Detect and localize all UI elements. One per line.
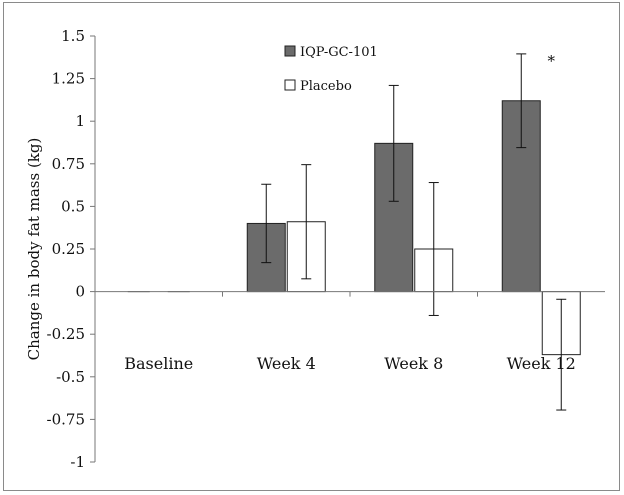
x-category-label: Baseline bbox=[124, 354, 193, 373]
y-tick-label: 1 bbox=[75, 112, 85, 130]
legend-swatch-placebo bbox=[284, 79, 296, 91]
y-tick-label: -1 bbox=[70, 453, 85, 471]
y-tick-label: -0.25 bbox=[47, 325, 85, 343]
legend-label-iqp: IQP-GC-101 bbox=[300, 45, 378, 60]
y-tick-label: 0.25 bbox=[52, 240, 85, 258]
y-tick-label: -0.5 bbox=[56, 368, 85, 386]
bars bbox=[127, 100, 581, 356]
y-tick-label: 0.5 bbox=[61, 197, 85, 215]
error-bars bbox=[261, 53, 567, 411]
y-axis-label: Change in body fat mass (kg) bbox=[25, 138, 43, 361]
y-tick-label: 1.25 bbox=[52, 70, 85, 88]
significance-marker: * bbox=[548, 52, 556, 70]
x-category-label: Week 12 bbox=[507, 354, 576, 373]
y-tick-label: 0.75 bbox=[52, 155, 85, 173]
legend-label-placebo: Placebo bbox=[300, 79, 352, 94]
y-tick-label: 0 bbox=[75, 283, 85, 301]
x-category-label: Week 4 bbox=[257, 354, 316, 373]
y-tick-label: 1.5 bbox=[61, 27, 85, 45]
legend: IQP-GC-101 Placebo bbox=[284, 45, 378, 94]
x-category-label: Week 8 bbox=[384, 354, 443, 373]
y-axis-ticks: 1.5 1.25 1 0.75 0.5 0.25 0 -0.25 -0.5 -0.75 -1 bbox=[47, 27, 95, 471]
y-tick-label: -0.75 bbox=[47, 410, 85, 428]
legend-swatch-iqp bbox=[284, 45, 296, 57]
category-labels: Baseline Week 4 Week 8 Week 12 bbox=[124, 291, 576, 373]
